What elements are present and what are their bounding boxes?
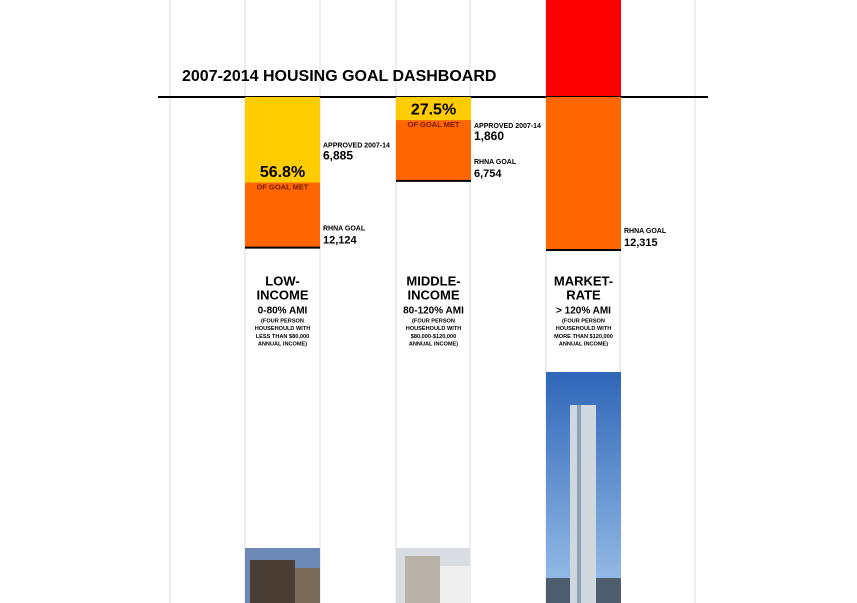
group-note: ANNUAL INCOME): [409, 342, 458, 348]
goal-caption: RHNA GOAL: [323, 225, 366, 232]
photo-tower: [577, 405, 581, 603]
group-name: MIDDLE-: [406, 273, 460, 288]
group-name: MARKET-: [554, 273, 613, 288]
group-name: RATE: [566, 287, 601, 302]
goal-bar: [546, 97, 621, 250]
percent: 56.8%: [260, 164, 305, 181]
group-note: $80,000-$120,000: [411, 334, 456, 340]
photos: [245, 372, 621, 603]
goal-value: 12,124: [323, 235, 358, 247]
photo-building: [440, 566, 470, 603]
group-note: MORE THAN $120,000: [554, 334, 613, 340]
photo-tower: [570, 405, 596, 603]
approved-bar: [396, 97, 471, 121]
group-note: LESS THAN $80,000: [256, 334, 309, 340]
group-name: INCOME: [257, 287, 309, 302]
group-note: ANNUAL INCOME): [258, 342, 307, 348]
approved-bar: [245, 97, 320, 183]
over-goal-bar: [546, 0, 621, 97]
met-caption: OF GOAL MET: [408, 120, 460, 129]
goal-value: 12,315: [624, 237, 658, 249]
approved-caption: APPROVED 2007-14: [323, 142, 390, 149]
approved-value: 6,885: [323, 149, 353, 163]
group-note: (FOUR PERSON: [412, 318, 455, 324]
group-range: 80-120% AMI: [403, 306, 464, 317]
goal-value: 6,754: [474, 168, 502, 180]
group-note: HOUSEHOULD WITH: [406, 326, 462, 332]
group-name: INCOME: [408, 287, 460, 302]
group-range: > 120% AMI: [556, 306, 611, 317]
group-range: 0-80% AMI: [258, 306, 308, 317]
photo-building: [250, 560, 295, 603]
photo-building: [405, 556, 440, 603]
percent: 27.5%: [411, 101, 456, 118]
group-name: LOW-: [265, 273, 299, 288]
goal-caption: RHNA GOAL: [474, 159, 517, 166]
title: 2007-2014 HOUSING GOAL DASHBOARD: [182, 68, 496, 85]
approved-value: 1,860: [474, 129, 504, 143]
group-note: ANNUAL INCOME): [559, 342, 608, 348]
group-note: (FOUR PERSON: [261, 318, 304, 324]
group-note: HOUSEHOULD WITH: [255, 326, 311, 332]
group-note: HOUSEHOULD WITH: [556, 326, 612, 332]
goal-caption: RHNA GOAL: [624, 228, 667, 235]
group-note: (FOUR PERSON: [562, 318, 605, 324]
approved-caption: APPROVED 2007-14: [474, 123, 541, 130]
photo-building: [295, 568, 320, 603]
met-caption: OF GOAL MET: [257, 183, 309, 192]
